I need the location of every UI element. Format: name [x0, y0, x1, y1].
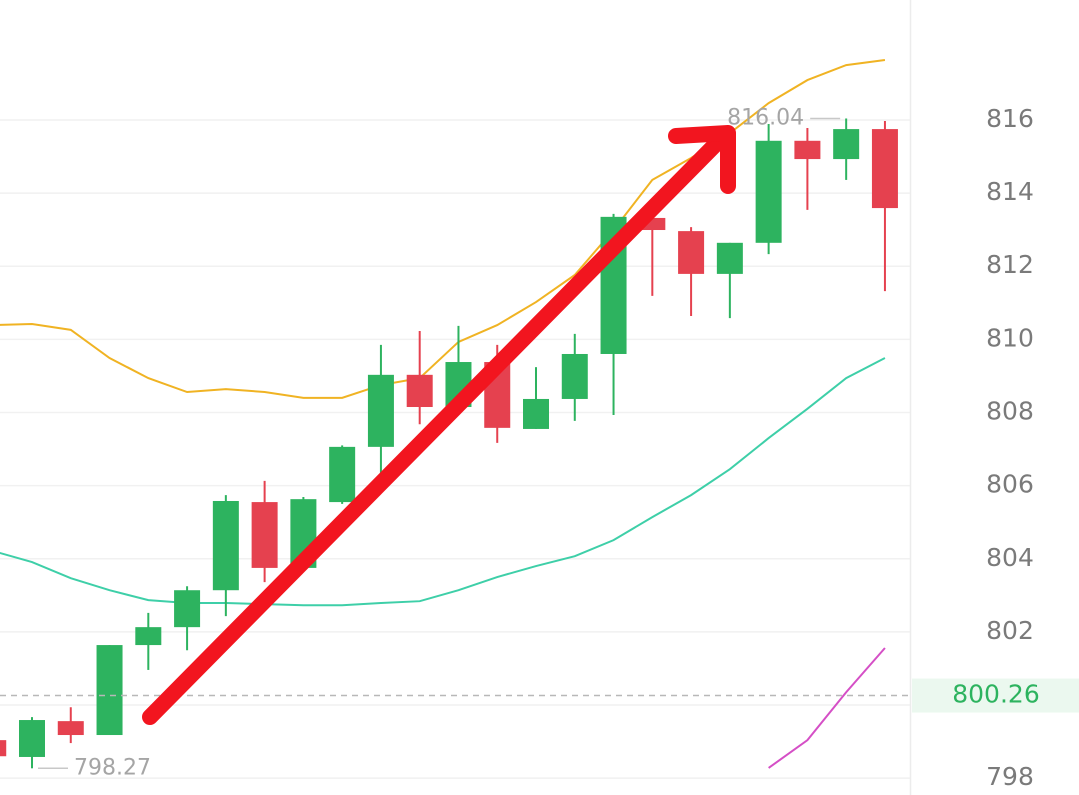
y-tick-label: 812	[986, 250, 1034, 279]
y-tick-label: 810	[986, 323, 1034, 352]
candle-body	[367, 374, 394, 447]
candle-body	[871, 129, 898, 209]
candle-body	[523, 398, 550, 429]
candle-body	[0, 740, 7, 757]
candle-body	[755, 140, 782, 243]
candle-body	[678, 231, 705, 274]
y-tick-label: 806	[986, 470, 1034, 499]
candle-body	[135, 627, 162, 646]
y-tick-label: 808	[986, 396, 1034, 425]
indicator-lines	[0, 58, 886, 769]
candle-body	[174, 590, 201, 628]
indicator-line	[0, 58, 886, 399]
candle-body	[329, 446, 356, 503]
candle-body	[406, 374, 433, 408]
y-tick-label: 798	[986, 762, 1034, 791]
y-tick-label: 802	[986, 616, 1034, 645]
current-price-label: 800.26	[952, 680, 1039, 709]
candle-body	[833, 129, 860, 160]
candle-body	[96, 645, 123, 736]
candle-body	[716, 242, 743, 274]
current-price-box	[912, 678, 1079, 713]
y-tick-label: 816	[986, 104, 1034, 133]
low-label: 798.27	[74, 755, 151, 780]
indicator-line	[768, 647, 886, 769]
candle-body	[561, 353, 588, 399]
trend-arrow	[142, 125, 736, 725]
high-label: 816.04	[727, 105, 804, 130]
overlay: 816.04 798.27	[0, 105, 910, 780]
y-tick-label: 814	[986, 177, 1034, 206]
y-axis: 798800802804806808810812814816800.26	[912, 104, 1079, 791]
candle-body	[794, 140, 821, 160]
indicator-line	[0, 357, 886, 607]
candles	[0, 118, 898, 769]
candle-body	[212, 500, 239, 591]
candle-body	[57, 721, 84, 736]
candle-body	[19, 720, 45, 757]
candle-body	[251, 502, 278, 568]
y-tick-label: 804	[986, 543, 1034, 572]
